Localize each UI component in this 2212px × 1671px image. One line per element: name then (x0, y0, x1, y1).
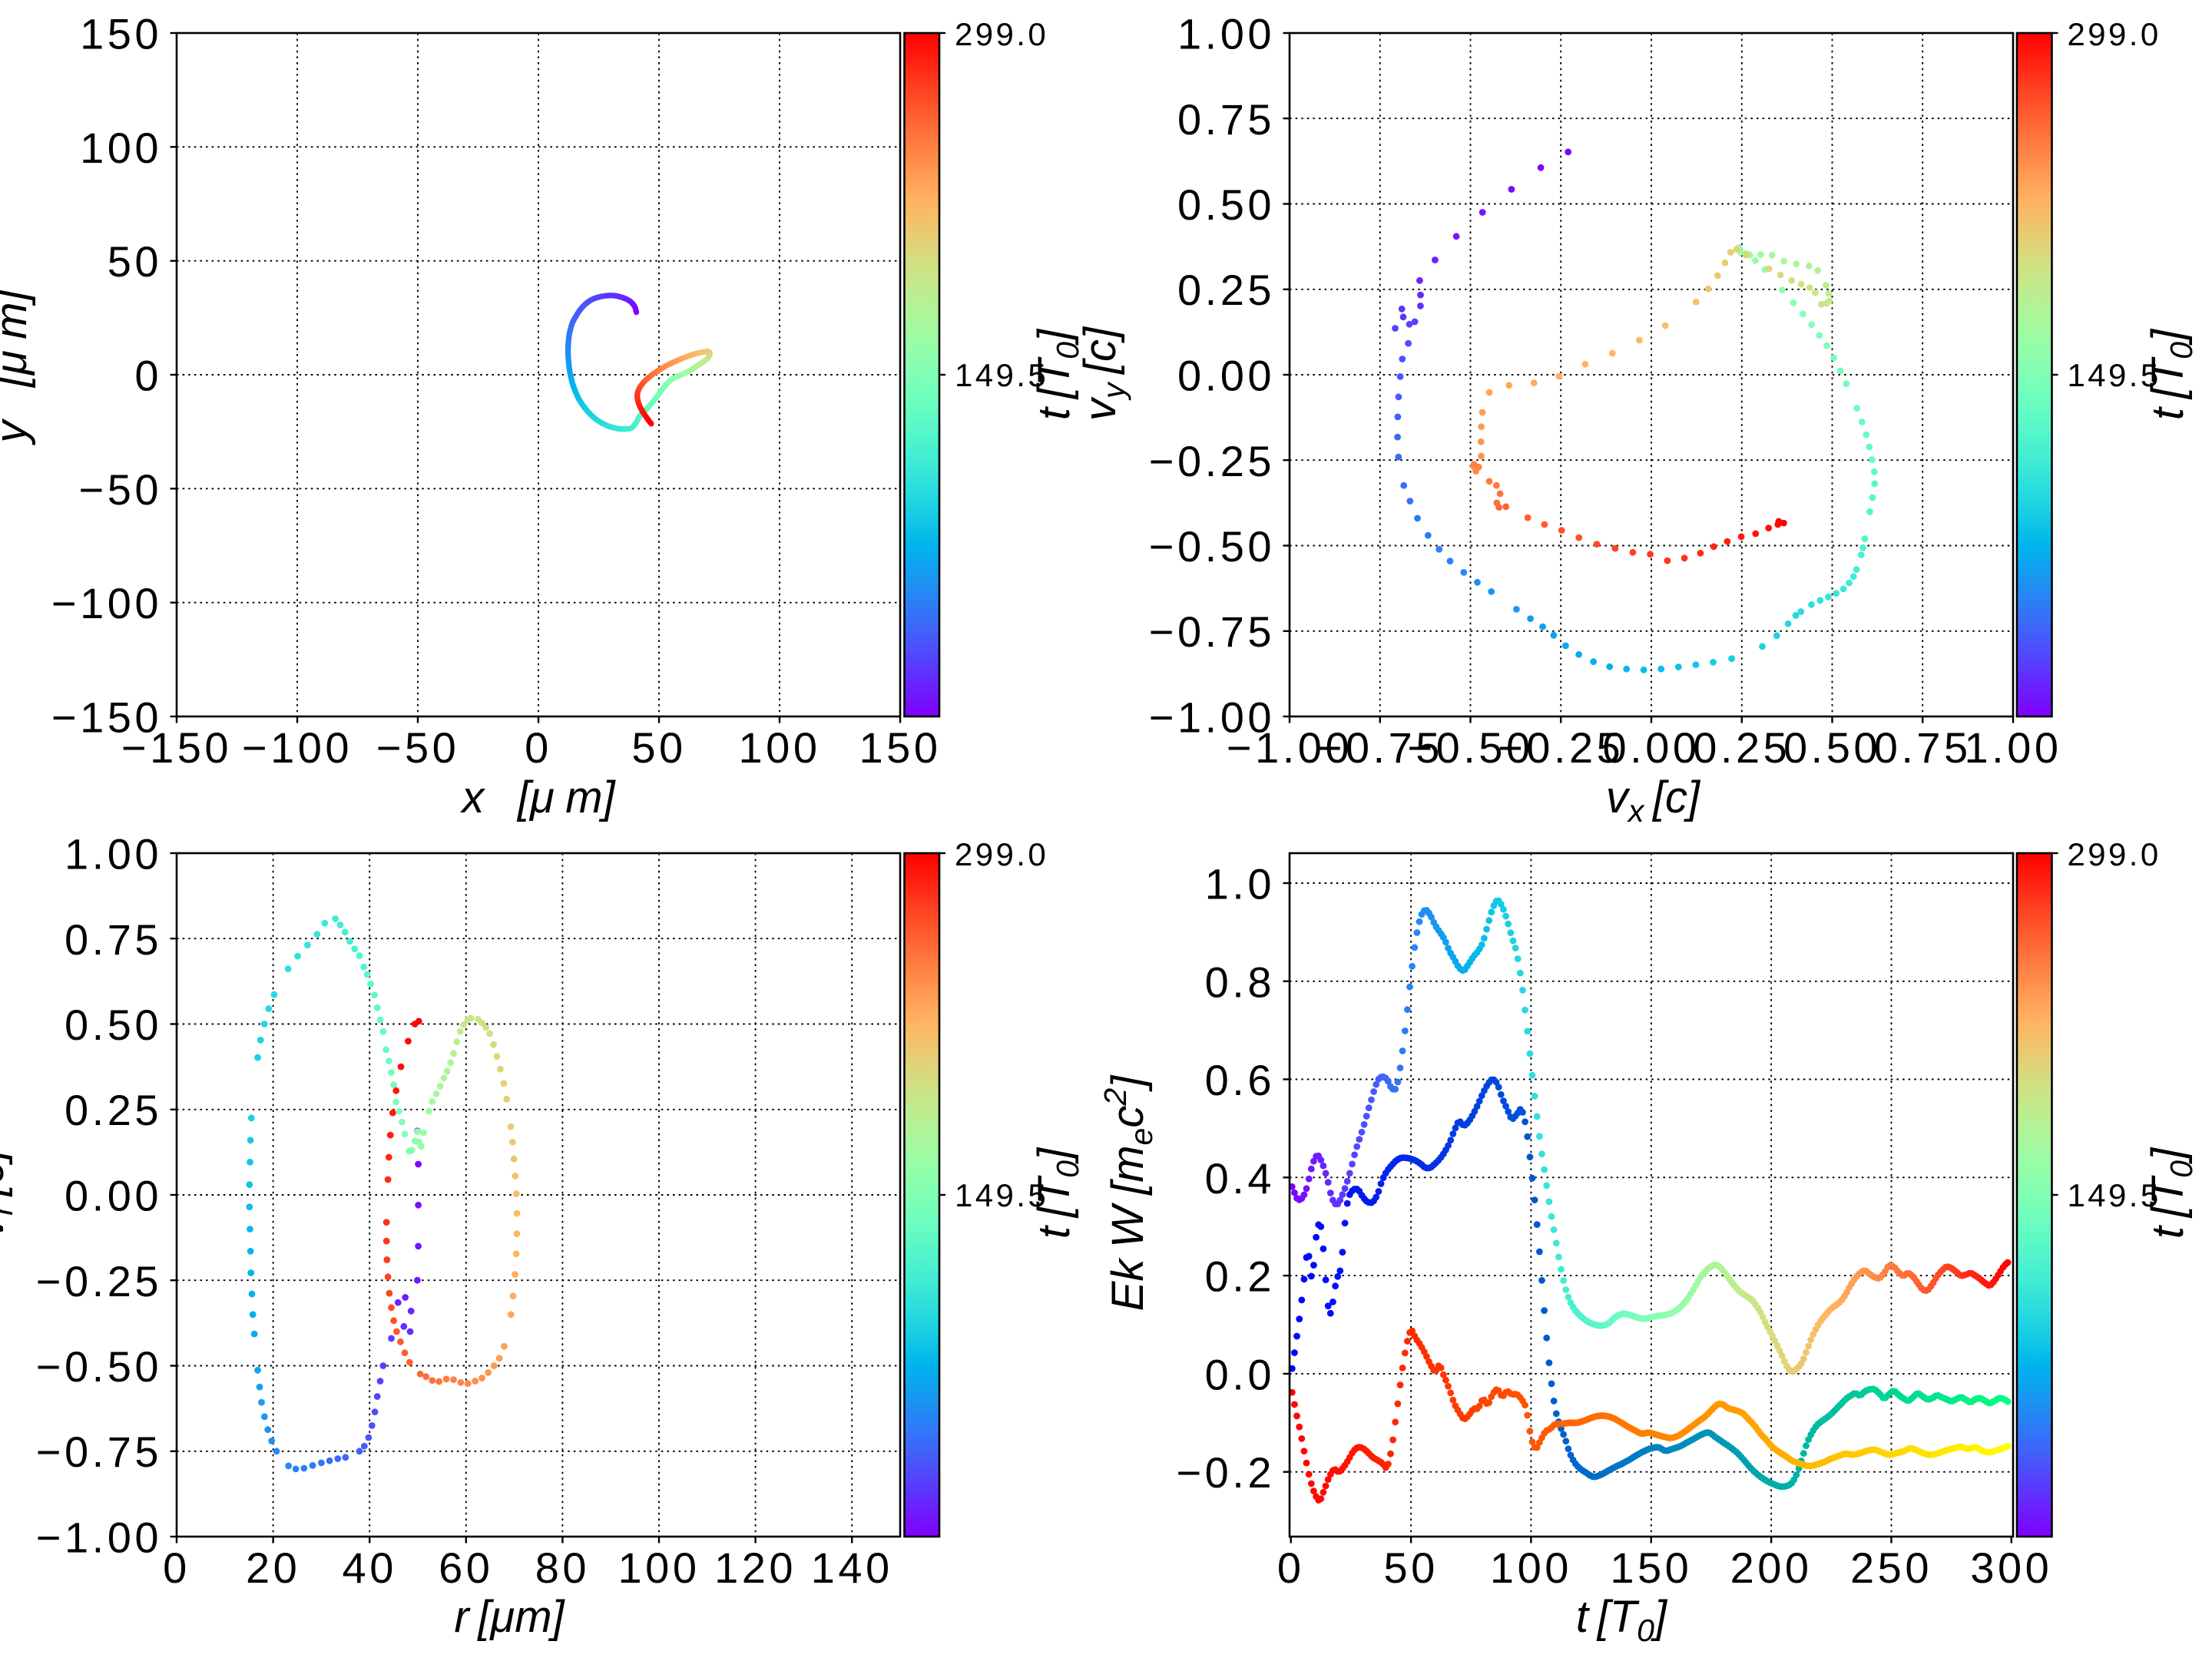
svg-text:−150: −150 (51, 693, 162, 742)
svg-text:Ek W [mec2]: Ek W [mec2] (1098, 1074, 1159, 1311)
svg-text:150: 150 (1610, 1544, 1692, 1592)
svg-text:−150: −150 (121, 723, 232, 772)
svg-text:299.0: 299.0 (955, 16, 1048, 52)
svg-text:299.0: 299.0 (955, 836, 1048, 872)
svg-text:40: 40 (343, 1544, 397, 1592)
svg-text:x [μ m]: x [μ m] (459, 773, 616, 822)
svg-text:0.25: 0.25 (1693, 723, 1790, 772)
svg-text:−0.50: −0.50 (1149, 522, 1275, 571)
svg-text:0.6: 0.6 (1205, 1056, 1275, 1104)
svg-text:20: 20 (246, 1544, 300, 1592)
svg-text:vy [c]: vy [c] (1075, 326, 1131, 421)
svg-text:t [T0]: t [T0] (2143, 328, 2199, 420)
svg-text:−0.25: −0.25 (1498, 723, 1624, 772)
svg-text:−0.25: −0.25 (36, 1257, 162, 1305)
svg-text:0.25: 0.25 (65, 1086, 162, 1134)
svg-text:vr [c]: vr [c] (0, 1147, 19, 1237)
svg-text:−50: −50 (79, 465, 163, 514)
svg-text:0.25: 0.25 (1177, 266, 1275, 314)
svg-text:149.5: 149.5 (955, 1177, 1048, 1213)
svg-text:0: 0 (1277, 1544, 1305, 1592)
svg-text:80: 80 (535, 1544, 590, 1592)
svg-text:0.0: 0.0 (1205, 1350, 1275, 1398)
svg-text:150: 150 (859, 723, 942, 772)
svg-text:−0.50: −0.50 (36, 1342, 162, 1391)
svg-text:y [μ m]: y [μ m] (0, 288, 36, 445)
svg-text:149.5: 149.5 (955, 357, 1048, 393)
svg-text:0.2: 0.2 (1205, 1252, 1275, 1301)
svg-text:0.8: 0.8 (1205, 958, 1275, 1006)
svg-text:−0.75: −0.75 (1149, 607, 1275, 656)
svg-text:r [μm]: r [μm] (454, 1592, 565, 1642)
svg-text:1.00: 1.00 (65, 830, 162, 879)
svg-text:−0.50: −0.50 (1407, 723, 1533, 772)
svg-text:0.75: 0.75 (1177, 95, 1275, 144)
svg-text:1.00: 1.00 (1177, 10, 1275, 58)
svg-text:299.0: 299.0 (2068, 836, 2161, 872)
svg-text:50: 50 (631, 723, 686, 772)
svg-text:150: 150 (80, 10, 162, 58)
svg-text:0.50: 0.50 (65, 1001, 162, 1049)
svg-text:149.5: 149.5 (2068, 1177, 2161, 1213)
svg-text:0.75: 0.75 (1874, 723, 1972, 772)
svg-text:149.5: 149.5 (2068, 357, 2161, 393)
svg-text:−1.00: −1.00 (1227, 723, 1353, 772)
svg-text:100: 100 (739, 723, 821, 772)
svg-text:t [T0]: t [T0] (1029, 1147, 1085, 1239)
svg-text:−1.00: −1.00 (1149, 693, 1275, 742)
svg-text:0: 0 (134, 352, 162, 400)
svg-text:300: 300 (1970, 1544, 2052, 1592)
svg-text:0.50: 0.50 (1783, 723, 1881, 772)
svg-text:0: 0 (525, 723, 552, 772)
svg-text:100: 100 (618, 1544, 700, 1592)
svg-text:−0.75: −0.75 (36, 1428, 162, 1476)
svg-text:120: 120 (714, 1544, 796, 1592)
svg-text:250: 250 (1850, 1544, 1932, 1592)
svg-text:0: 0 (163, 1544, 190, 1592)
svg-text:−0.2: −0.2 (1176, 1448, 1275, 1497)
svg-text:299.0: 299.0 (2068, 16, 2161, 52)
svg-text:t [T0]: t [T0] (1576, 1592, 1668, 1648)
svg-text:t [T0]: t [T0] (2143, 1147, 2199, 1239)
svg-text:−50: −50 (376, 723, 460, 772)
svg-text:−100: −100 (242, 723, 353, 772)
svg-text:0.4: 0.4 (1205, 1154, 1275, 1203)
svg-text:200: 200 (1730, 1544, 1813, 1592)
svg-text:t [T0]: t [T0] (1029, 328, 1085, 420)
svg-text:100: 100 (80, 124, 162, 172)
svg-text:140: 140 (811, 1544, 893, 1592)
svg-text:1.0: 1.0 (1205, 860, 1275, 908)
svg-text:0.00: 0.00 (1177, 352, 1275, 400)
svg-text:50: 50 (108, 237, 162, 286)
svg-text:vx [c]: vx [c] (1606, 773, 1701, 829)
svg-text:0.00: 0.00 (65, 1172, 162, 1220)
svg-text:−0.75: −0.75 (1317, 723, 1443, 772)
svg-text:0.50: 0.50 (1177, 180, 1275, 229)
svg-text:−1.00: −1.00 (36, 1514, 162, 1562)
svg-text:100: 100 (1490, 1544, 1572, 1592)
svg-text:60: 60 (439, 1544, 493, 1592)
svg-text:−0.25: −0.25 (1149, 437, 1275, 485)
svg-text:−100: −100 (51, 579, 162, 627)
svg-text:0.75: 0.75 (65, 915, 162, 964)
svg-text:0.00: 0.00 (1603, 723, 1700, 772)
svg-text:1.00: 1.00 (1965, 723, 2062, 772)
svg-text:50: 50 (1383, 1544, 1438, 1592)
